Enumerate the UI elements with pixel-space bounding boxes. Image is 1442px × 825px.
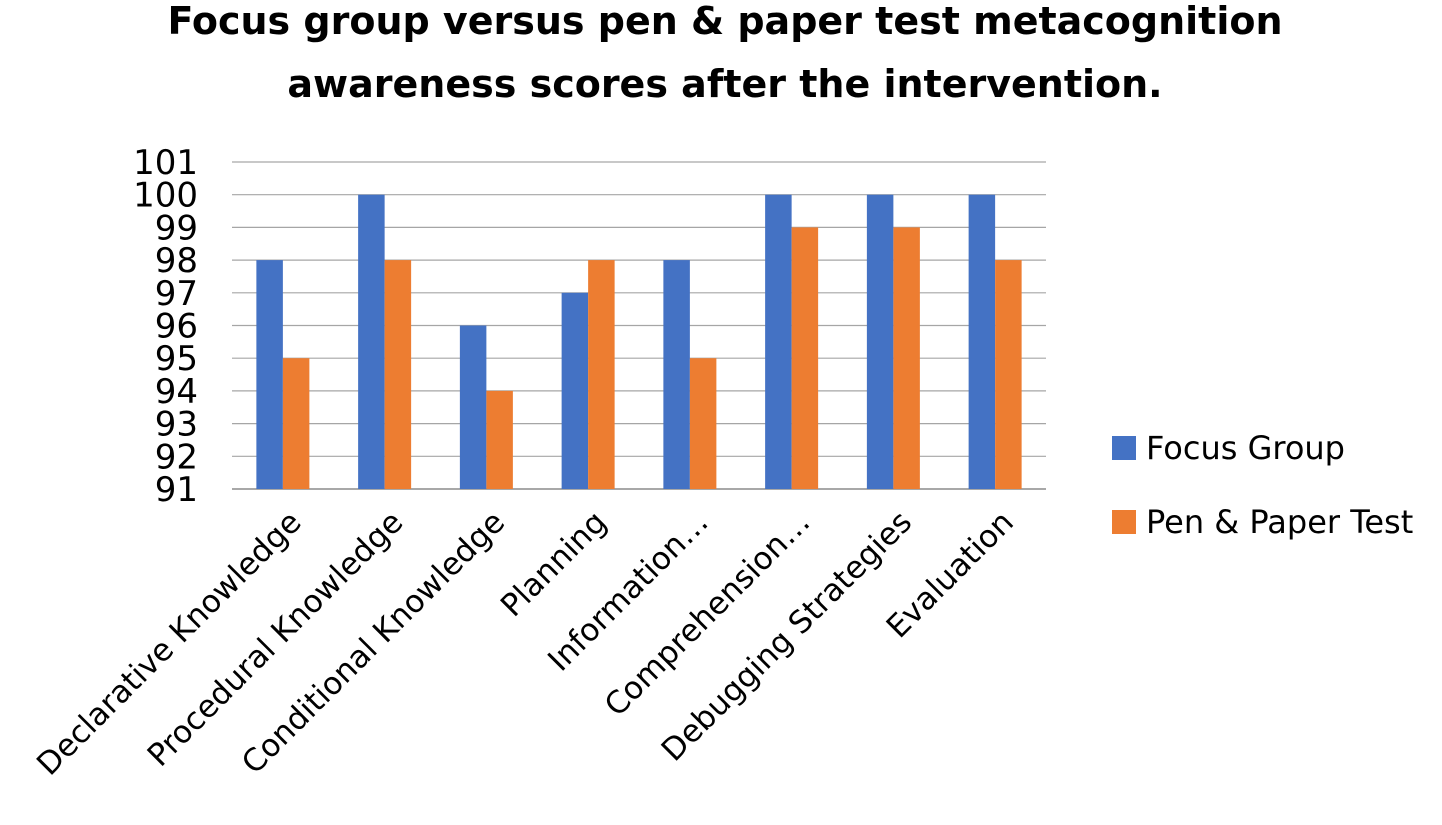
bar-focus-group-6	[765, 194, 792, 489]
bar-focus-group-8	[968, 194, 996, 489]
bar-pen-paper-test-4	[588, 260, 615, 489]
bar-pen-paper-test-8	[995, 260, 1022, 489]
bar-focus-group-4	[561, 292, 589, 489]
y-tick-label: 95	[155, 339, 198, 379]
bar-pen-paper-test-6	[791, 227, 819, 489]
y-tick-label: 93	[155, 405, 198, 445]
chart-title-line-2: awareness scores after the intervention.	[287, 62, 1162, 106]
bar-focus-group-2	[358, 194, 385, 489]
gridlines	[232, 161, 1046, 490]
y-tick-label: 98	[155, 241, 198, 281]
chart-title: Focus group versus pen & paper test meta…	[167, 0, 1282, 106]
bar-pen-paper-test-2	[384, 260, 412, 489]
y-tick-label: 97	[155, 274, 198, 314]
y-tick-label: 92	[155, 437, 198, 477]
bar-focus-group-5	[663, 260, 690, 489]
y-tick-label: 99	[155, 208, 198, 248]
bar-focus-group-7	[866, 194, 894, 489]
legend-label: Pen & Paper Test	[1146, 503, 1413, 541]
y-tick-label: 91	[155, 470, 198, 510]
bar-pen-paper-test-5	[689, 358, 717, 489]
y-tick-label: 96	[155, 307, 198, 347]
bar-focus-group-3	[459, 325, 487, 489]
bar-pen-paper-test-3	[486, 390, 513, 489]
bar-focus-group-1	[256, 260, 283, 489]
legend-label: Focus Group	[1146, 429, 1345, 467]
bar-pen-paper-test-1	[282, 358, 310, 489]
legend-swatch	[1112, 510, 1136, 534]
chart-title-line-1: Focus group versus pen & paper test meta…	[167, 0, 1282, 43]
legend-swatch	[1112, 436, 1136, 460]
bar-pen-paper-test-7	[893, 227, 920, 489]
bars	[256, 194, 1022, 489]
y-tick-label: 100	[133, 176, 198, 216]
y-tick-label: 101	[133, 143, 198, 183]
legend: Focus Group Pen & Paper Test	[1112, 429, 1413, 541]
y-tick-label: 94	[155, 372, 198, 412]
